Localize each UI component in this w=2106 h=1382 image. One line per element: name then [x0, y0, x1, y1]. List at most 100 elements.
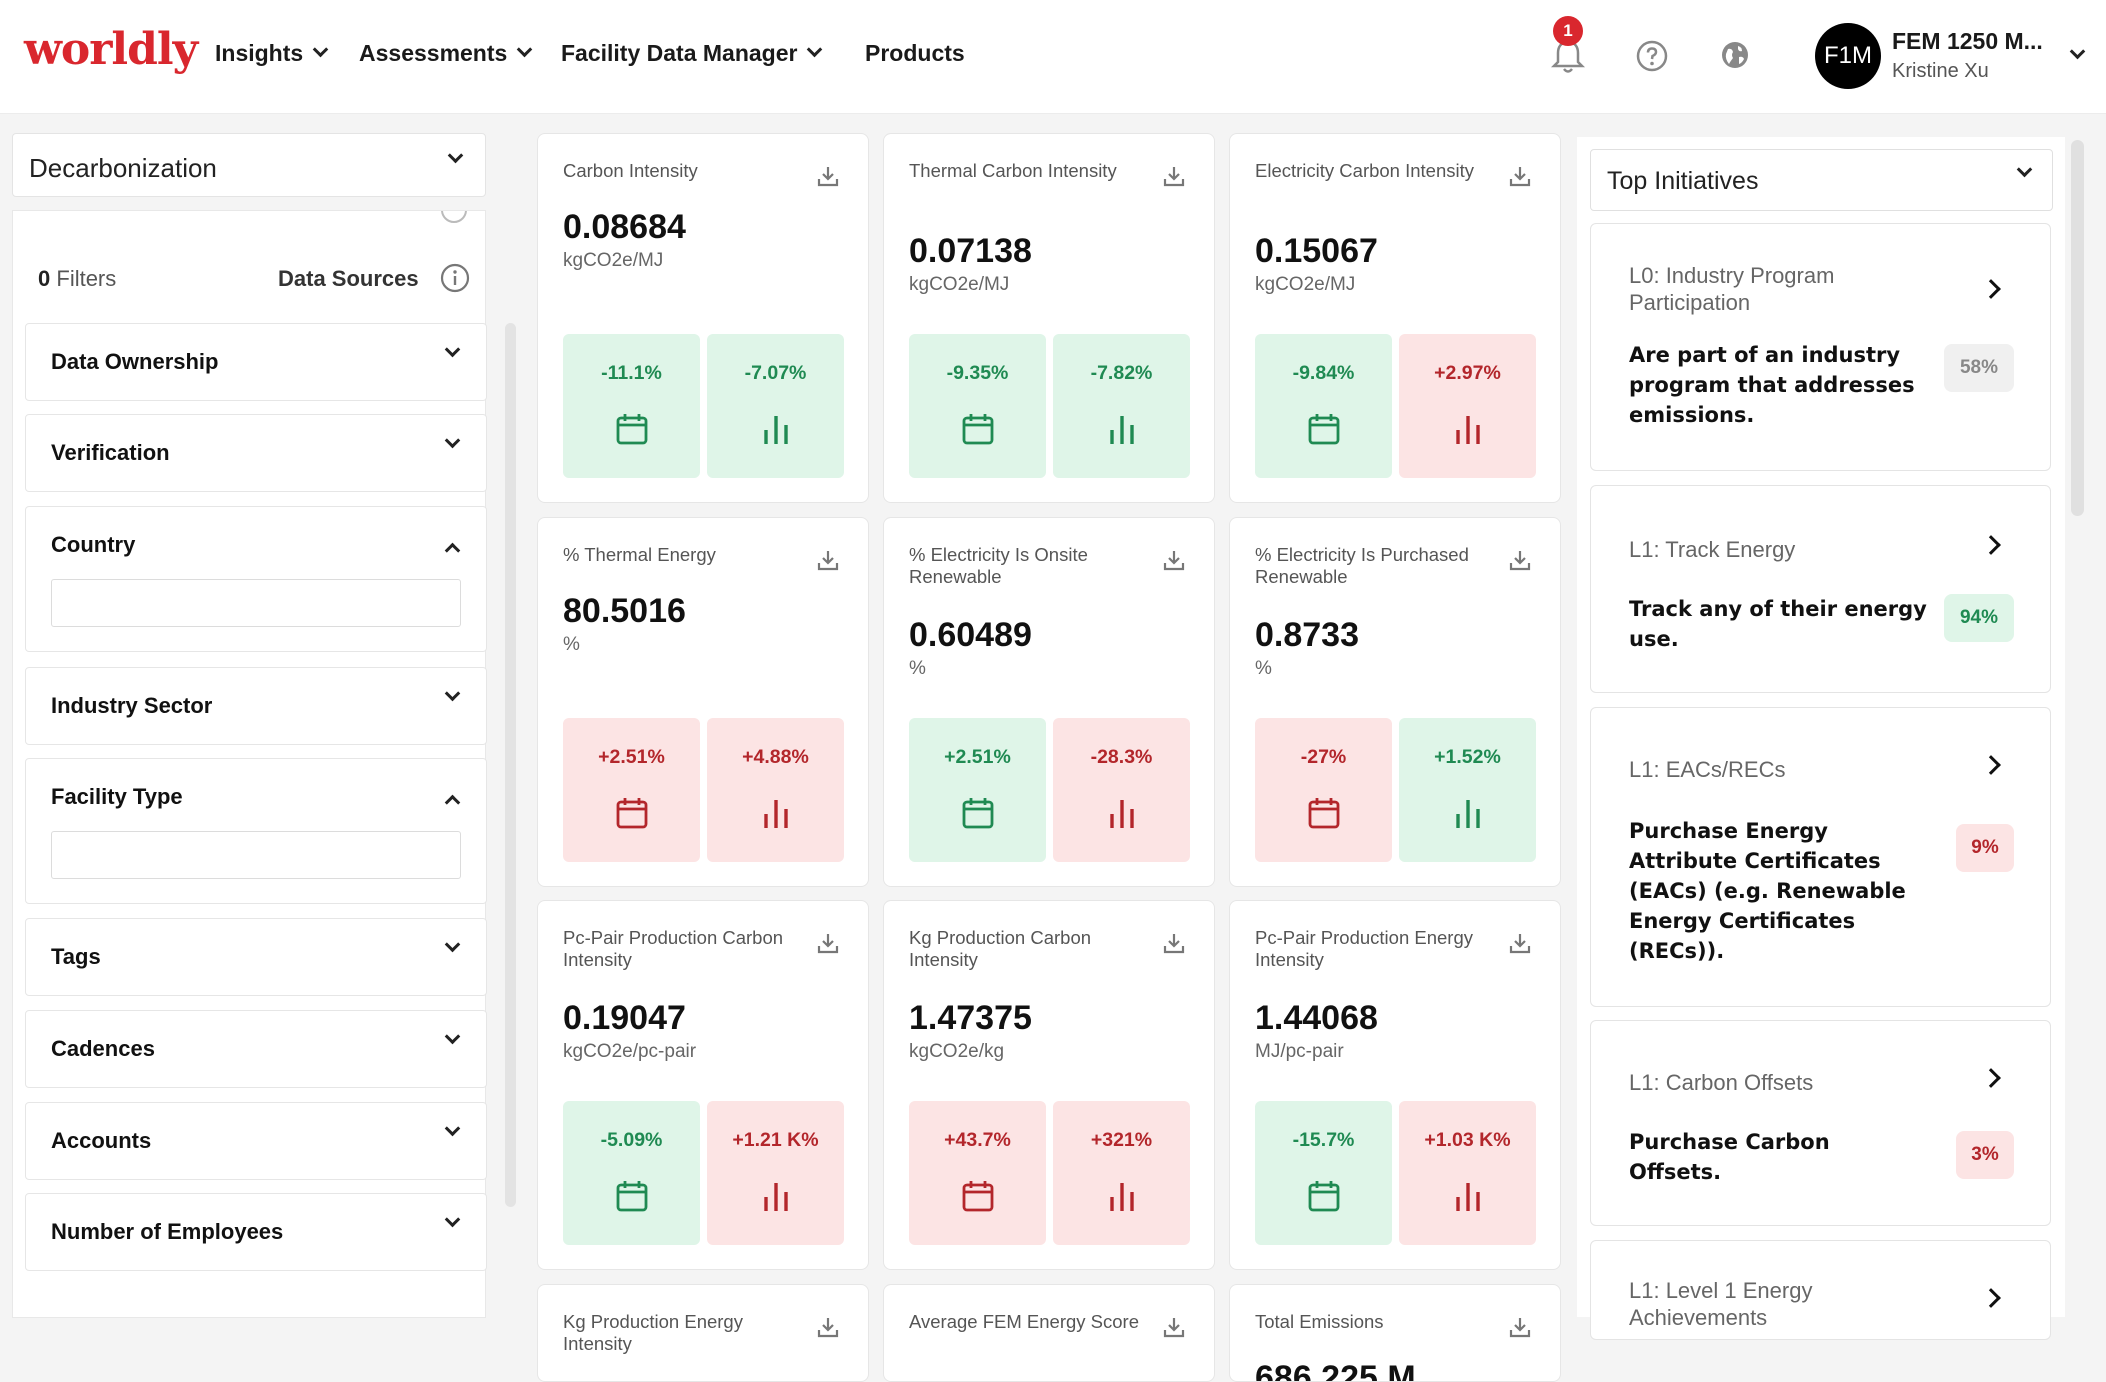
- benchmark-change-tile[interactable]: +1.03 K%: [1399, 1101, 1536, 1245]
- period-change-tile[interactable]: +43.7%: [909, 1101, 1046, 1245]
- benchmark-change-tile[interactable]: +1.52%: [1399, 718, 1536, 862]
- chevron-up-icon: [444, 794, 461, 811]
- metric-card[interactable]: Total Emissions 686,225 M: [1229, 1284, 1561, 1382]
- period-change-tile[interactable]: -9.35%: [909, 334, 1046, 478]
- filter-industry-sector[interactable]: Industry Sector: [25, 667, 487, 745]
- metric-title: Total Emissions: [1255, 1311, 1384, 1332]
- initiative-card[interactable]: L1: EACs/RECs Purchase Energy Attribute C…: [1590, 707, 2051, 1007]
- metric-card[interactable]: % Thermal Energy 80.5016% +2.51% +4.88%: [537, 517, 869, 887]
- chevron-right-icon[interactable]: [1981, 755, 2001, 775]
- benchmark-change-tile[interactable]: +1.21 K%: [707, 1101, 844, 1245]
- metric-value: 80.5016: [563, 592, 686, 630]
- nav-products[interactable]: Products: [865, 40, 965, 67]
- globe-icon[interactable]: [1720, 40, 1750, 70]
- benchmark-change-tile[interactable]: -7.07%: [707, 334, 844, 478]
- benchmark-change-tile[interactable]: -28.3%: [1053, 718, 1190, 862]
- download-icon[interactable]: [1162, 1315, 1186, 1339]
- initiative-card[interactable]: L1: Track Energy Track any of their energ…: [1590, 485, 2051, 693]
- benchmark-change-tile[interactable]: -7.82%: [1053, 334, 1190, 478]
- download-icon[interactable]: [816, 931, 840, 955]
- metric-unit: %: [563, 634, 580, 655]
- chevron-down-icon: [444, 341, 461, 358]
- facility-type-input[interactable]: [51, 831, 461, 879]
- benchmark-change-tile[interactable]: +4.88%: [707, 718, 844, 862]
- clear-filter-icon[interactable]: [441, 211, 467, 223]
- initiative-card[interactable]: L1: Level 1 Energy Achievements: [1590, 1240, 2051, 1340]
- initiative-description: Track any of their energy use.: [1629, 597, 1927, 651]
- filter-facility-type[interactable]: Facility Type: [25, 758, 487, 904]
- download-icon[interactable]: [1508, 1315, 1532, 1339]
- period-change-tile[interactable]: -5.09%: [563, 1101, 700, 1245]
- filters-scrollbar[interactable]: [505, 323, 516, 1207]
- filter-number-of-employees[interactable]: Number of Employees: [25, 1193, 487, 1271]
- chevron-up-icon: [444, 542, 461, 559]
- metric-title: % Electricity Is Purchased Renewable: [1255, 544, 1469, 587]
- metric-card[interactable]: Pc-Pair Production Energy Intensity 1.440…: [1229, 900, 1561, 1270]
- benchmark-change-value: -7.07%: [744, 362, 807, 384]
- chevron-right-icon[interactable]: [1981, 279, 2001, 299]
- period-change-tile[interactable]: +2.51%: [909, 718, 1046, 862]
- download-icon[interactable]: [816, 548, 840, 572]
- nav-insights[interactable]: Insights: [215, 40, 329, 67]
- download-icon[interactable]: [1162, 164, 1186, 188]
- initiatives-select[interactable]: Top Initiatives: [1590, 149, 2053, 211]
- metric-card[interactable]: % Electricity Is Onsite Renewable 0.60489…: [883, 517, 1215, 887]
- benchmark-change-tile[interactable]: +321%: [1053, 1101, 1190, 1245]
- metric-title: Electricity Carbon Intensity: [1255, 160, 1475, 181]
- filter-verification[interactable]: Verification: [25, 414, 487, 492]
- filter-data-ownership[interactable]: Data Ownership: [25, 323, 487, 401]
- download-icon[interactable]: [1508, 164, 1532, 188]
- download-icon[interactable]: [1162, 548, 1186, 572]
- metric-card[interactable]: Pc-Pair Production Carbon Intensity 0.190…: [537, 900, 869, 1270]
- dashboard-select[interactable]: Decarbonization: [12, 133, 486, 197]
- download-icon[interactable]: [1508, 548, 1532, 572]
- period-change-tile[interactable]: -27%: [1255, 718, 1392, 862]
- metric-card[interactable]: Kg Production Energy Intensity: [537, 1284, 869, 1382]
- metric-card[interactable]: Carbon Intensity 0.08684 kgCO2e/MJ -11.1% -7…: [537, 133, 869, 503]
- nav-assessments[interactable]: Assessments: [359, 40, 533, 67]
- metric-card[interactable]: Electricity Carbon Intensity 0.15067 kgCO2…: [1229, 133, 1561, 503]
- filter-accounts[interactable]: Accounts: [25, 1102, 487, 1180]
- initiative-card[interactable]: L1: Carbon Offsets Purchase Carbon Offset…: [1590, 1020, 2051, 1226]
- chevron-down-icon: [444, 1120, 461, 1137]
- filter-cadences[interactable]: Cadences: [25, 1010, 487, 1088]
- download-icon[interactable]: [1508, 931, 1532, 955]
- download-icon[interactable]: [816, 164, 840, 188]
- filters-count: 0 Filters: [38, 266, 116, 292]
- benchmark-change-value: +321%: [1090, 1129, 1153, 1151]
- initiative-card[interactable]: L0: Industry Program Participation Are pa…: [1590, 223, 2051, 471]
- info-icon[interactable]: [440, 263, 470, 293]
- metric-card[interactable]: Kg Production Carbon Intensity 1.47375 kgC…: [883, 900, 1215, 1270]
- filters-count-label: Filters: [56, 266, 117, 291]
- period-change-tile[interactable]: -9.84%: [1255, 334, 1392, 478]
- period-change-tile[interactable]: -11.1%: [563, 334, 700, 478]
- avatar[interactable]: F1M: [1815, 23, 1881, 89]
- initiatives-scrollbar[interactable]: [2071, 140, 2084, 516]
- filter-label: Tags: [51, 944, 101, 969]
- download-icon[interactable]: [816, 1315, 840, 1339]
- country-input[interactable]: [51, 579, 461, 627]
- metric-card[interactable]: % Electricity Is Purchased Renewable 0.87…: [1229, 517, 1561, 887]
- download-icon[interactable]: [1162, 931, 1186, 955]
- chevron-right-icon[interactable]: [1981, 535, 2001, 555]
- filter-tags[interactable]: Tags: [25, 918, 487, 996]
- metric-value: 686,225 M: [1255, 1359, 1416, 1382]
- worldly-logo[interactable]: worldly: [24, 24, 198, 75]
- help-icon[interactable]: [1636, 40, 1668, 72]
- chevron-down-icon: [444, 1028, 461, 1045]
- chevron-right-icon[interactable]: [1981, 1068, 2001, 1088]
- chevron-down-icon: [444, 685, 461, 702]
- chevron-right-icon[interactable]: [1981, 1288, 2001, 1308]
- user-name[interactable]: FEM 1250 M...: [1892, 28, 2043, 54]
- period-change-tile[interactable]: -15.7%: [1255, 1101, 1392, 1245]
- nav-facility-data-manager[interactable]: Facility Data Manager: [561, 40, 823, 67]
- filter-country[interactable]: Country: [25, 506, 487, 652]
- benchmark-change-value: +1.21 K%: [732, 1129, 819, 1151]
- metric-card[interactable]: Average FEM Energy Score: [883, 1284, 1215, 1382]
- metric-card[interactable]: Thermal Carbon Intensity 0.07138 kgCO2e/MJ…: [883, 133, 1215, 503]
- chevron-down-icon[interactable]: [2069, 43, 2086, 60]
- chevron-down-icon: [447, 147, 464, 164]
- benchmark-change-tile[interactable]: +2.97%: [1399, 334, 1536, 478]
- metric-title: Pc-Pair Production Energy Intensity: [1255, 927, 1473, 970]
- period-change-tile[interactable]: +2.51%: [563, 718, 700, 862]
